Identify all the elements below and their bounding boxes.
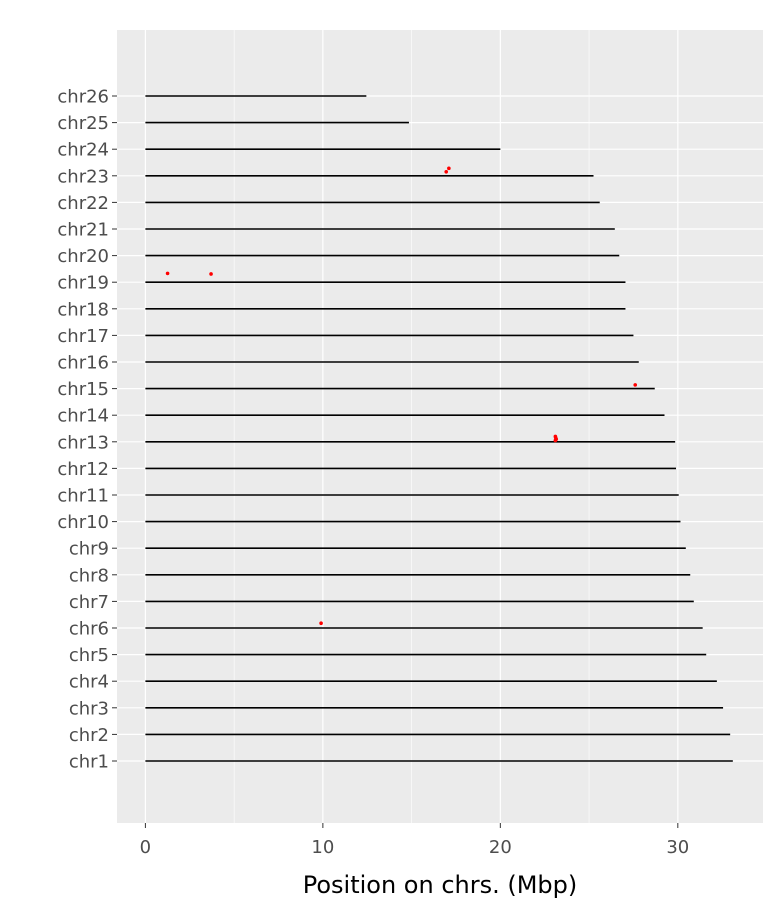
x-tick-label: 0 [140,837,151,858]
y-tick-label: chr16 [57,353,109,374]
marker-point-chr13 [553,438,558,443]
y-tick-label: chr5 [69,645,109,666]
y-tick-label: chr21 [57,220,109,241]
y-tick-label: chr18 [57,299,109,320]
y-tick-label: chr19 [57,273,109,294]
x-axis: 0 10 20 30 [140,823,689,858]
marker-point-chr23 [447,166,451,171]
marker-point-chr19 [209,272,213,276]
y-tick-label: chr3 [69,698,109,719]
marker-point-chr6 [319,621,323,626]
y-tick-label: chr14 [57,406,109,427]
y-tick-label: chr12 [57,459,109,480]
y-axis: chr1 chr2 chr3 chr4 chr5 chr6 chr7 chr8 chr9 chr1… [57,87,117,773]
y-tick-label: chr11 [57,486,109,507]
y-tick-label: chr13 [57,432,109,453]
y-tick-label: chr15 [57,379,109,400]
y-tick-label: chr23 [57,166,109,187]
y-tick-label: chr4 [69,672,109,693]
x-tick-label: 30 [666,837,689,858]
x-axis-title: Position on chrs. (Mbp) [303,871,578,899]
y-tick-label: chr22 [57,193,109,214]
y-tick-label: chr10 [57,512,109,533]
y-tick-label: chr17 [57,326,109,347]
marker-point-chr15 [633,383,638,387]
y-tick-label: chr8 [69,565,109,586]
marker-point-chr23 [444,170,449,174]
y-tick-label: chr1 [69,752,109,773]
y-tick-label: chr25 [57,113,109,134]
marker-point-chr19 [165,271,170,276]
x-tick-label: 10 [311,837,334,858]
y-tick-label: chr7 [69,592,109,613]
x-tick-label: 20 [489,837,512,858]
marker-points [165,166,638,626]
y-tick-label: chr26 [57,87,109,108]
y-tick-label: chr2 [69,725,109,746]
plot-panel [117,30,763,823]
y-tick-label: chr24 [57,140,109,161]
chromosome-lines [145,95,733,762]
y-tick-label: chr6 [69,619,109,640]
y-tick-label: chr9 [69,539,109,560]
y-tick-label: chr20 [57,246,109,267]
